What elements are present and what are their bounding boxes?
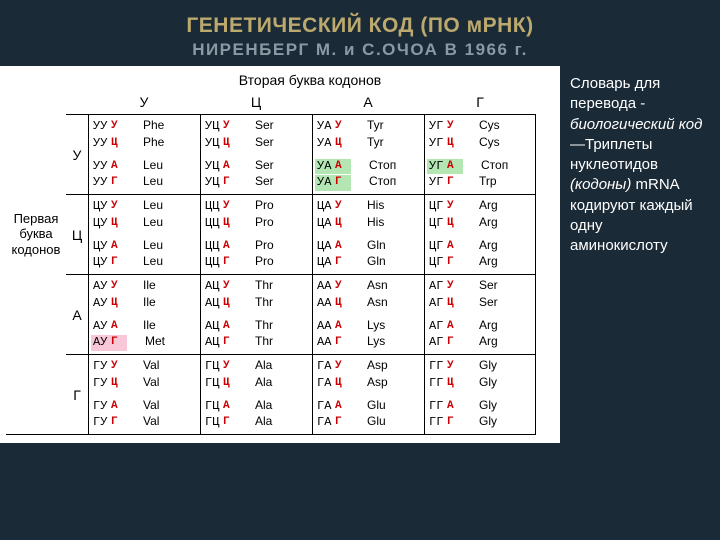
column-header: Г — [424, 90, 536, 114]
codon-cell: УЦУSerУЦЦSerУЦАSerУЦГSer — [200, 114, 312, 194]
codon-cell: ЦГУArgЦГЦArgЦГАArgЦГГArg — [424, 194, 536, 274]
codon-cell: АГУSerАГЦSerАГАArgАГГArg — [424, 274, 536, 354]
column-header: Ц — [200, 90, 312, 114]
codon-cell: УГУCysУГЦCysУГАСтопУГГTrp — [424, 114, 536, 194]
codon-cell: АУУIleАУЦIleАУАIleАУГMet — [88, 274, 200, 354]
sidebar-dash: — — [570, 136, 585, 153]
row-header: У — [66, 114, 88, 194]
content-area: Вторая буква кодонов УЦАГУУУУPheУУЦPheУУ… — [0, 66, 710, 443]
sidebar-text: Словарь для перевода - биологический код… — [560, 66, 710, 443]
column-header: У — [88, 90, 200, 114]
sidebar-intro: Словарь для перевода - — [570, 75, 660, 112]
codon-cell: АЦУThrАЦЦThrАЦАThrАЦГThr — [200, 274, 312, 354]
codon-cell: ГАУAspГАЦAspГААGluГАГGlu — [312, 354, 424, 435]
top-axis-label: Вторая буква кодонов — [6, 72, 554, 90]
codon-cell: ААУAsnААЦAsnАААLysААГLys — [312, 274, 424, 354]
sidebar-paren: (кодоны) — [570, 176, 631, 193]
slide: ГЕНЕТИЧЕСКИЙ КОД (ПО мРНК) НИРЕНБЕРГ М. … — [0, 0, 720, 540]
codon-cell: ГЦУAlaГЦЦAlaГЦАAlaГЦГAla — [200, 354, 312, 435]
left-axis-label: Первая буква кодонов — [6, 194, 66, 274]
column-header: А — [312, 90, 424, 114]
slide-title: ГЕНЕТИЧЕСКИЙ КОД (ПО мРНК) — [0, 0, 720, 38]
codon-grid: УЦАГУУУУPheУУЦPheУУАLeuУУГLeuУЦУSerУЦЦSe… — [6, 90, 554, 435]
codon-cell: ЦАУHisЦАЦHisЦААGlnЦАГGln — [312, 194, 424, 274]
codon-cell: ЦУУLeuЦУЦLeuЦУАLeuЦУГLeu — [88, 194, 200, 274]
codon-cell: ГУУValГУЦValГУАValГУГVal — [88, 354, 200, 435]
row-header: А — [66, 274, 88, 354]
codon-cell: УУУPheУУЦPheУУАLeuУУГLeu — [88, 114, 200, 194]
sidebar-intro-em: биологический код — [570, 116, 702, 133]
row-header: Г — [66, 354, 88, 435]
slide-subtitle: НИРЕНБЕРГ М. и С.ОЧОА В 1966 г. — [0, 38, 720, 60]
codon-cell: ЦЦУProЦЦЦProЦЦАProЦЦГPro — [200, 194, 312, 274]
codon-cell: УАУTyrУАЦTyrУААСтопУАГСтоп — [312, 114, 424, 194]
codon-cell: ГГУGlyГГЦGlyГГАGlyГГГGly — [424, 354, 536, 435]
row-header: Ц — [66, 194, 88, 274]
codon-table-panel: Вторая буква кодонов УЦАГУУУУPheУУЦPheУУ… — [0, 66, 560, 443]
